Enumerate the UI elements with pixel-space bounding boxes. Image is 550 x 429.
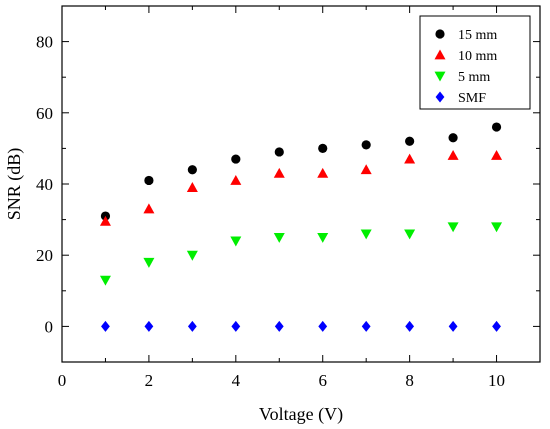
data-point <box>447 150 459 160</box>
data-point <box>491 150 503 160</box>
series-5-mm <box>99 222 503 286</box>
data-point <box>317 233 329 243</box>
data-point <box>405 136 415 146</box>
data-point <box>318 143 328 153</box>
y-tick-label: 0 <box>45 317 54 336</box>
legend-marker <box>435 29 445 39</box>
x-tick-label: 2 <box>145 371 154 390</box>
data-point <box>491 222 503 233</box>
data-point <box>360 229 372 240</box>
y-axis-label: SNR (dB) <box>4 148 25 221</box>
axis-ticks <box>61 5 541 363</box>
legend-label: 5 mm <box>458 70 490 85</box>
data-point <box>186 250 198 261</box>
data-point <box>230 236 242 247</box>
data-point <box>317 167 329 178</box>
series-15-mm <box>100 122 502 221</box>
data-point <box>404 229 416 240</box>
data-point <box>448 320 458 332</box>
data-point <box>405 320 415 332</box>
data-point <box>231 320 241 332</box>
x-axis-label: Voltage (V) <box>259 404 343 425</box>
series-smf <box>101 320 501 332</box>
data-point <box>144 175 154 186</box>
x-tick-label: 10 <box>488 371 505 390</box>
data-marks <box>99 122 503 332</box>
axis-tick-labels: 0 2 4 6 8 10 0 20 40 60 80 <box>36 33 505 390</box>
data-point <box>361 140 371 150</box>
legend: 15 mm 10 mm 5 mm SMF <box>419 15 531 110</box>
data-point <box>231 154 241 164</box>
y-tick-label: 60 <box>36 104 53 123</box>
data-point <box>318 320 328 332</box>
data-point <box>143 257 155 268</box>
data-point <box>187 320 197 332</box>
data-point <box>274 147 284 157</box>
legend-label: SMF <box>458 91 486 106</box>
x-tick-label: 0 <box>58 371 67 390</box>
data-point <box>360 164 372 175</box>
data-point <box>491 122 502 132</box>
y-tick-label: 20 <box>36 246 53 265</box>
series-10-mm <box>99 150 503 226</box>
data-point <box>273 233 285 243</box>
data-point <box>448 133 458 143</box>
data-point <box>101 320 110 332</box>
data-point <box>273 167 285 178</box>
data-point <box>492 320 501 332</box>
data-point <box>144 320 154 332</box>
x-tick-label: 6 <box>318 371 327 390</box>
data-point <box>99 275 111 286</box>
data-point <box>230 174 242 185</box>
y-tick-label: 80 <box>36 33 53 52</box>
x-tick-label: 4 <box>232 371 241 390</box>
data-point <box>99 215 111 226</box>
data-point <box>187 165 197 175</box>
data-point <box>404 153 416 164</box>
data-point <box>361 320 371 332</box>
y-tick-label: 40 <box>36 175 53 194</box>
legend-label: 10 mm <box>458 49 497 64</box>
data-point <box>274 320 284 332</box>
x-tick-label: 8 <box>405 371 414 390</box>
legend-label: 15 mm <box>458 28 497 43</box>
data-point <box>186 182 198 192</box>
legend-marker <box>434 49 446 60</box>
data-point <box>143 203 155 214</box>
legend-marker <box>434 71 446 82</box>
legend-marker <box>435 91 445 103</box>
data-point <box>447 222 459 233</box>
